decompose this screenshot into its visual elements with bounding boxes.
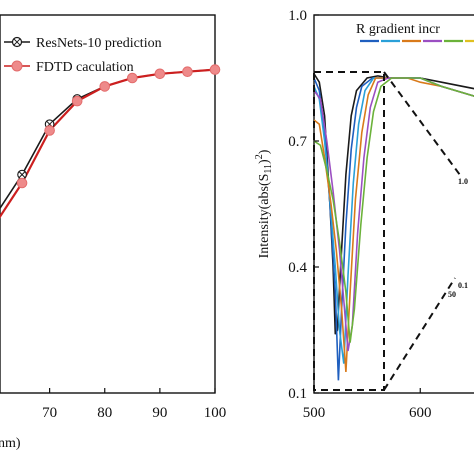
right-panel: 500 600 1.0 0.7 0.4 0.1 R gradient incr 1.0 0… — [254, 8, 474, 421]
left-x-tick-label: 100 — [204, 405, 227, 421]
zoom-connector-upper — [383, 71, 461, 176]
legend-marker-fdtd — [11, 60, 23, 72]
ylabel-main: Intensity(abs(S — [257, 174, 272, 259]
left-x-axis-label: nm) — [0, 436, 21, 451]
fdtd-point — [209, 64, 221, 75]
fdtd-point — [99, 81, 111, 92]
resnets-point-cross — [18, 171, 26, 178]
legend-label-fdtd: FDTD caculation — [36, 60, 134, 75]
left-x-tick-label: 70 — [42, 405, 57, 421]
inset-label-top: 1.0 — [458, 177, 468, 186]
right-plot-marks — [314, 73, 474, 381]
left-plot-marks — [0, 64, 221, 219]
ylabel-tail: ) — [257, 159, 272, 164]
right-y-tick-label: 0.4 — [288, 260, 307, 276]
right-y-tick-label: 1.0 — [288, 8, 307, 24]
fdtd-point — [71, 95, 83, 107]
left-x-ticks: 70 80 90 100 — [42, 388, 226, 421]
resnets-point — [17, 169, 27, 180]
right-x-tick-label: 600 — [409, 405, 432, 421]
series-line-1 — [0, 68, 216, 219]
right-axis-ticks: 500 600 1.0 0.7 0.4 0.1 — [288, 8, 431, 421]
right-y-tick-label: 0.7 — [288, 134, 307, 150]
legend-marker-resnets-cross-b — [13, 38, 21, 46]
legend-label-resnets: ResNets-10 prediction — [36, 36, 162, 51]
right-x-tick-label: 500 — [303, 405, 326, 421]
ylabel-superscript: 2 — [254, 154, 265, 159]
left-x-tick-label: 90 — [152, 405, 167, 421]
left-plot-frame — [0, 14, 216, 394]
right-y-tick-label: 0.1 — [288, 386, 307, 402]
zoom-connector-lower — [383, 277, 456, 391]
fdtd-point — [154, 68, 166, 80]
zoom-box — [313, 71, 385, 391]
inset-label-bottom-a: 0.1 — [458, 281, 468, 290]
spectrum-line-5 — [314, 77, 474, 343]
left-panel: 70 80 90 100 ResNets-10 prediction FDTD cac… — [0, 14, 226, 451]
right-y-axis-label: Intensity(abs(S11)2) — [254, 149, 274, 258]
fdtd-point — [16, 177, 28, 189]
ylabel-end: ) — [257, 149, 272, 154]
fdtd-point — [182, 66, 193, 77]
fdtd-point — [44, 125, 55, 136]
left-x-tick-label: 80 — [97, 405, 112, 421]
left-legend: ResNets-10 prediction FDTD caculation — [4, 36, 162, 75]
ylabel-subscript: 11 — [263, 164, 274, 174]
right-plot-frame — [313, 14, 474, 394]
gradient-legend-title: R gradient incr — [356, 22, 440, 37]
inset-label-bottom-b: 50 — [448, 290, 456, 299]
series-line-0 — [0, 68, 216, 210]
fdtd-point — [127, 72, 138, 84]
